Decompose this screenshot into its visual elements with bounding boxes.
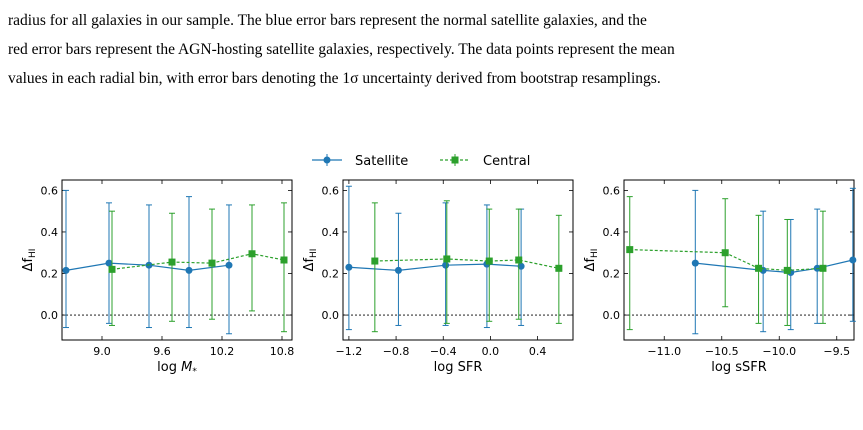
central-marker xyxy=(755,264,763,272)
central-marker xyxy=(485,257,493,265)
caption-line: radius for all galaxies in our sample. T… xyxy=(8,12,647,29)
x-tick-label: −11.0 xyxy=(647,345,681,358)
central-marker xyxy=(783,266,791,274)
central-marker xyxy=(248,250,256,258)
plot-frame xyxy=(61,179,293,341)
x-axis-label: log sSFR xyxy=(711,360,767,375)
y-axis-label: ΔfHI xyxy=(21,249,38,272)
central-marker xyxy=(208,259,216,267)
y-tick-label: 0.6 xyxy=(603,184,621,197)
panel-1: 0.0 0.2 0.4 0.6 9.0 9.6 10.2 10.8 log M* ΔfHI xyxy=(21,179,295,377)
x-tick-label: −9.5 xyxy=(823,345,850,358)
y-tick-label: 0.0 xyxy=(603,309,621,322)
legend-central-label: Central xyxy=(483,154,530,169)
x-tick-label: 10.8 xyxy=(270,345,295,358)
figure: Satellite Central 0.0 0.2 0.4 0.6 9.0 9.6 10.2… xyxy=(21,154,857,377)
y-tick-label: 0.2 xyxy=(41,268,59,281)
x-tick-label: 9.6 xyxy=(153,345,171,358)
x-tick-label: 10.2 xyxy=(210,345,235,358)
satellite-marker xyxy=(691,259,699,267)
x-tick-label: −10.0 xyxy=(762,345,796,358)
central-series-line xyxy=(374,258,559,269)
caption-line: values in each radial bin, with error ba… xyxy=(8,70,661,87)
satellite-marker xyxy=(394,266,402,274)
central-marker xyxy=(280,256,288,264)
satellite-marker xyxy=(62,266,70,274)
legend-central-marker xyxy=(451,156,459,164)
satellite-marker xyxy=(849,256,857,264)
satellite-marker xyxy=(185,266,193,274)
x-tick-label: −10.5 xyxy=(705,345,739,358)
legend: Satellite Central xyxy=(312,154,530,169)
central-marker xyxy=(515,256,523,264)
central-marker xyxy=(626,246,634,254)
satellite-marker xyxy=(225,261,233,269)
satellite-marker xyxy=(105,259,113,267)
x-axis-label: log M* xyxy=(157,360,197,377)
legend-satellite-marker xyxy=(323,156,331,164)
y-axis-label: ΔfHI xyxy=(583,249,600,272)
central-marker xyxy=(721,249,729,257)
central-marker xyxy=(108,265,116,273)
satellite-marker xyxy=(442,261,450,269)
satellite-marker xyxy=(517,262,525,270)
x-tick-label: 9.0 xyxy=(93,345,111,358)
y-tick-label: 0.0 xyxy=(41,309,59,322)
figure-caption: radius for all galaxies in our sample. T… xyxy=(8,6,856,93)
y-tick-label: 0.2 xyxy=(603,268,621,281)
y-axis-label: ΔfHI xyxy=(302,249,319,272)
y-tick-label: 0.4 xyxy=(322,226,340,239)
central-marker xyxy=(168,258,176,266)
x-tick-label: −1.2 xyxy=(336,345,363,358)
x-axis-label: log SFR xyxy=(434,360,483,375)
satellite-marker xyxy=(345,263,353,271)
y-tick-label: 0.2 xyxy=(322,268,340,281)
x-tick-label: −0.4 xyxy=(430,345,457,358)
x-tick-label: 0.4 xyxy=(529,345,547,358)
plot-frame xyxy=(342,179,574,341)
y-tick-label: 0.6 xyxy=(322,184,340,197)
central-marker xyxy=(555,264,563,272)
satellite-series-line xyxy=(695,259,853,274)
y-tick-label: 0.6 xyxy=(41,184,59,197)
caption-line: red error bars represent the AGN-hosting… xyxy=(8,41,675,58)
central-marker xyxy=(819,264,827,272)
x-tick-label: −0.8 xyxy=(383,345,410,358)
y-tick-label: 0.4 xyxy=(603,226,621,239)
y-tick-label: 0.0 xyxy=(322,309,340,322)
x-tick-label: 0.0 xyxy=(482,345,500,358)
panel-2: 0.0 0.2 0.4 0.6 −1.2 −0.8 −0.4 0.0 0.4 log SFR ΔfH… xyxy=(302,179,574,375)
legend-satellite-label: Satellite xyxy=(355,154,408,169)
panel-3: 0.0 0.2 0.4 0.6 −11.0 −10.5 −10.0 −9.5 log sSFR Δ… xyxy=(583,179,857,375)
central-marker xyxy=(443,255,451,263)
central-marker xyxy=(371,257,379,265)
central-series-line xyxy=(111,253,285,270)
plot-frame xyxy=(623,179,855,341)
y-tick-label: 0.4 xyxy=(41,226,59,239)
